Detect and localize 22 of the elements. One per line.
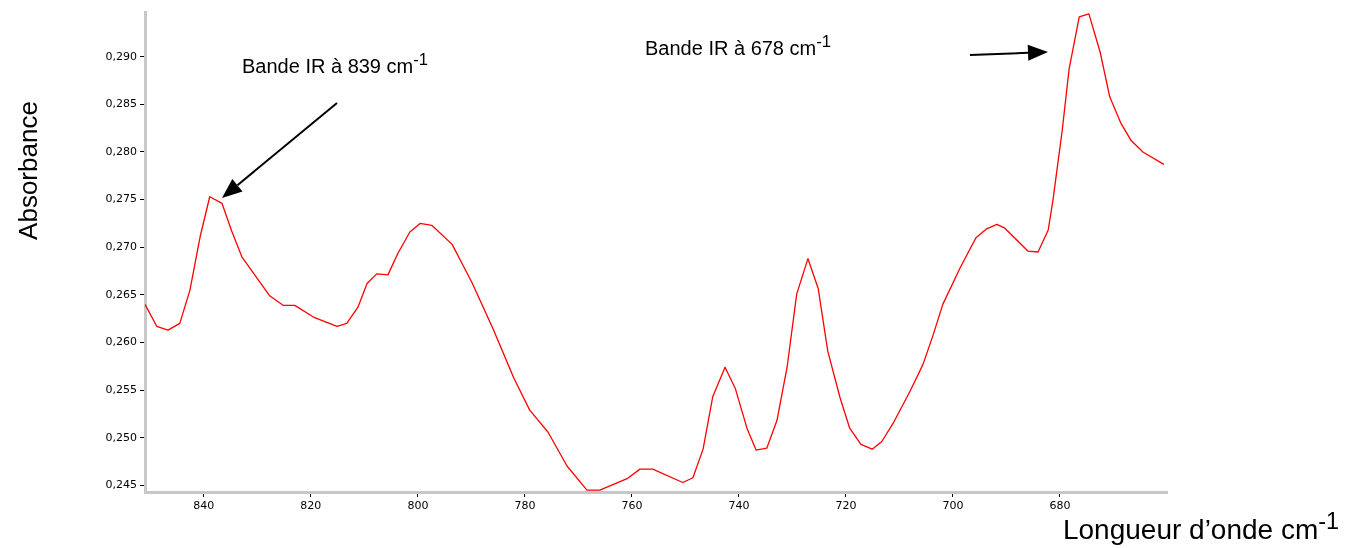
y-tick-label: 0,250 <box>105 430 137 444</box>
x-tick-label: 680 <box>1049 499 1071 513</box>
y-tick-label: 0,290 <box>105 49 137 63</box>
y-tick-label: 0,285 <box>105 97 137 111</box>
y-tick-label: 0,260 <box>105 335 137 349</box>
x-tick-label: 800 <box>407 499 429 513</box>
x-tick-label: 820 <box>300 499 322 513</box>
x-tick-label: 780 <box>514 499 536 513</box>
y-tick-label: 0,245 <box>105 478 137 492</box>
x-tick-label: 760 <box>621 499 643 513</box>
x-tick-label: 740 <box>728 499 750 513</box>
x-tick-label: 720 <box>835 499 857 513</box>
y-tick-label: 0,255 <box>105 382 137 396</box>
y-tick-label: 0,280 <box>105 144 137 158</box>
annotation: Bande IR à 678 cm$^{-1}$ <box>645 32 832 60</box>
y-tick-label: 0,275 <box>105 192 137 206</box>
x-tick-label: 840 <box>193 499 215 513</box>
annotation: Bande IR à 839 cm$^{-1}$ <box>242 50 429 78</box>
x-tick-label: 700 <box>942 499 964 513</box>
y-tick-label: 0,270 <box>105 240 137 254</box>
y-tick-label: 0,265 <box>105 287 137 301</box>
y-axis-title: Absorbance <box>12 100 44 242</box>
